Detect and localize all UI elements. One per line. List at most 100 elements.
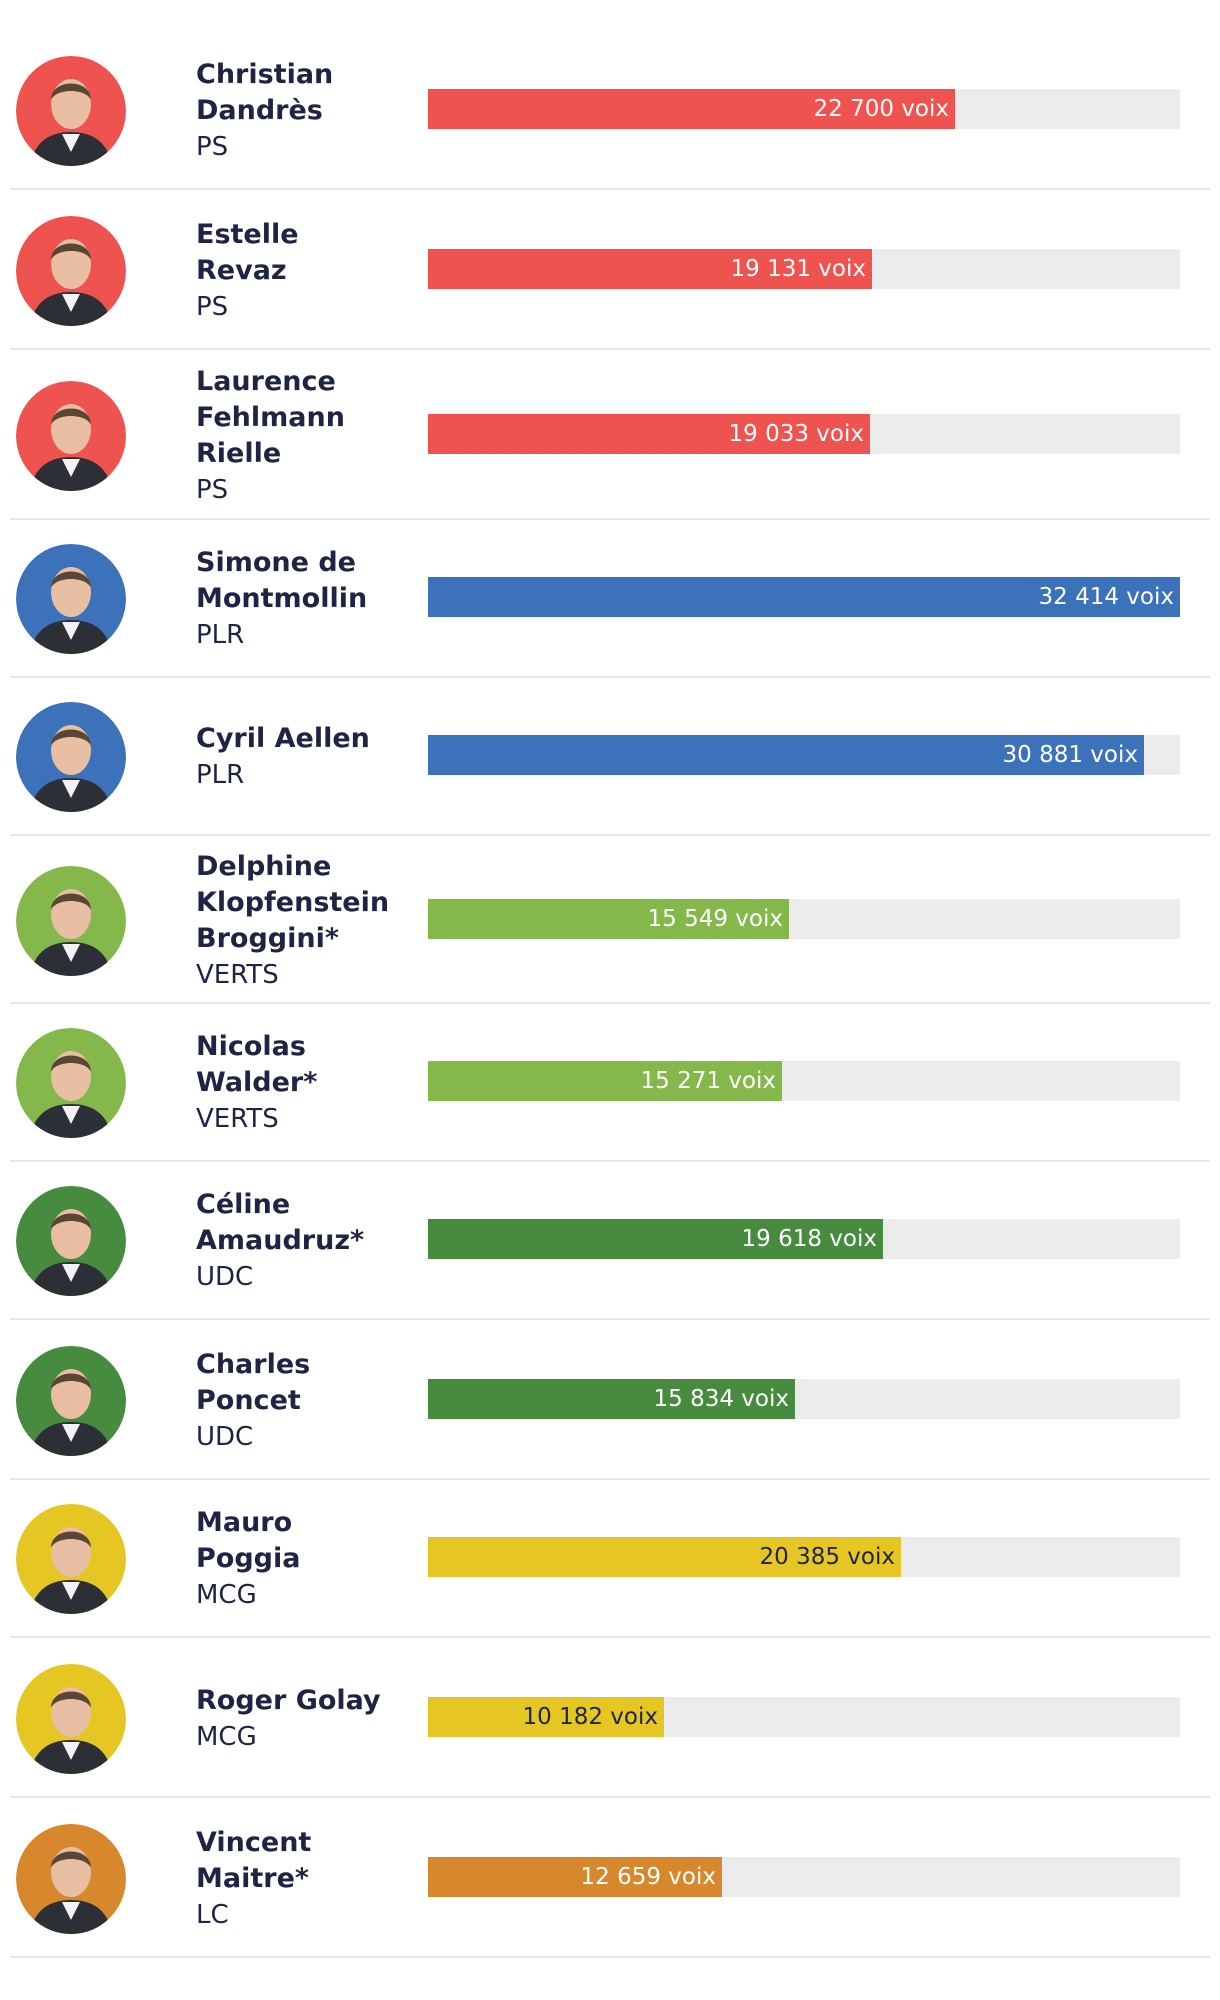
bar-track: 15 271 voix — [428, 1061, 1180, 1101]
candidate-name: Klopfenstein — [196, 887, 390, 918]
candidate-party: MCG — [196, 1580, 257, 1610]
vote-label: 15 271 voix — [640, 1068, 776, 1094]
candidate-row: Céline Amaudruz* UDC 19 618 voix — [10, 1170, 1210, 1320]
candidate-row: Charles Poncet UDC 15 834 voix — [10, 1330, 1210, 1480]
candidate-row: Laurence Fehlmann Rielle PS 19 033 voix — [10, 360, 1210, 520]
candidate-name: Revaz — [196, 255, 287, 286]
candidate-name: Poggia — [196, 1543, 301, 1574]
candidate-avatar — [16, 1664, 126, 1774]
portrait-icon — [16, 1186, 126, 1296]
candidate-name: Amaudruz* — [196, 1225, 365, 1256]
candidate-party: VERTS — [196, 1104, 279, 1134]
candidate-party: LC — [196, 1900, 229, 1930]
candidate-row: Nicolas Walder* VERTS 15 271 voix — [10, 1012, 1210, 1162]
candidate-avatar — [16, 702, 126, 812]
candidate-avatar — [16, 1824, 126, 1934]
candidate-name: Estelle — [196, 219, 299, 250]
portrait-icon — [16, 1504, 126, 1614]
candidate-name: Broggini* — [196, 923, 339, 954]
portrait-icon — [16, 1664, 126, 1774]
vote-bar: 32 414 voix — [428, 577, 1180, 617]
candidate-party: PLR — [196, 620, 245, 650]
vote-label: 22 700 voix — [813, 96, 949, 122]
candidate-avatar — [16, 381, 126, 491]
portrait-icon — [16, 216, 126, 326]
candidate-name: Nicolas — [196, 1031, 306, 1062]
vote-label: 12 659 voix — [580, 1864, 716, 1890]
candidate-info: Laurence Fehlmann Rielle PS — [196, 364, 426, 508]
candidate-party: PLR — [196, 760, 245, 790]
candidate-name: Charles — [196, 1349, 311, 1380]
candidate-name: Christian — [196, 59, 334, 90]
candidate-row: Christian Dandrès PS 22 700 voix — [10, 40, 1210, 190]
bar-track: 19 131 voix — [428, 249, 1180, 289]
candidate-party: PS — [196, 475, 229, 505]
portrait-icon — [16, 381, 126, 491]
vote-bar: 22 700 voix — [428, 89, 955, 129]
candidate-row: Vincent Maitre* LC 12 659 voix — [10, 1808, 1210, 1958]
vote-bar: 19 131 voix — [428, 249, 872, 289]
candidate-info: Roger Golay MCG — [196, 1683, 426, 1755]
candidate-row: Roger Golay MCG 10 182 voix — [10, 1648, 1210, 1798]
candidate-avatar — [16, 544, 126, 654]
vote-label: 10 182 voix — [522, 1704, 658, 1730]
candidate-row: Cyril Aellen PLR 30 881 voix — [10, 686, 1210, 836]
candidate-party: PS — [196, 132, 229, 162]
candidate-name: Roger Golay — [196, 1685, 381, 1716]
vote-bar: 10 182 voix — [428, 1697, 664, 1737]
vote-bar: 19 033 voix — [428, 414, 870, 454]
candidate-info: Christian Dandrès PS — [196, 57, 426, 165]
vote-label: 30 881 voix — [1002, 742, 1138, 768]
candidate-name: Dandrès — [196, 95, 323, 126]
candidate-avatar — [16, 1028, 126, 1138]
candidate-avatar — [16, 1186, 126, 1296]
candidate-row: Estelle Revaz PS 19 131 voix — [10, 200, 1210, 350]
portrait-icon — [16, 56, 126, 166]
candidate-name: Laurence — [196, 366, 336, 397]
candidate-row: Mauro Poggia MCG 20 385 voix — [10, 1488, 1210, 1638]
candidate-row: Delphine Klopfenstein Broggini* VERTS 15 549… — [10, 846, 1210, 1004]
candidate-info: Simone de Montmollin PLR — [196, 545, 426, 653]
portrait-icon — [16, 1346, 126, 1456]
portrait-icon — [16, 866, 126, 976]
vote-bar: 19 618 voix — [428, 1219, 883, 1259]
bar-track: 20 385 voix — [428, 1537, 1180, 1577]
bar-track: 10 182 voix — [428, 1697, 1180, 1737]
candidate-info: Charles Poncet UDC — [196, 1347, 426, 1455]
candidate-name: Mauro — [196, 1507, 293, 1538]
vote-label: 15 834 voix — [653, 1386, 789, 1412]
vote-label: 19 131 voix — [730, 256, 866, 282]
bar-track: 12 659 voix — [428, 1857, 1180, 1897]
candidate-avatar — [16, 866, 126, 976]
portrait-icon — [16, 1028, 126, 1138]
candidate-party: UDC — [196, 1262, 254, 1292]
portrait-icon — [16, 702, 126, 812]
candidate-info: Vincent Maitre* LC — [196, 1825, 426, 1933]
vote-bar: 30 881 voix — [428, 735, 1144, 775]
candidate-info: Estelle Revaz PS — [196, 217, 426, 325]
candidate-name: Fehlmann — [196, 402, 345, 433]
candidate-name: Céline — [196, 1189, 291, 1220]
candidate-name: Maitre* — [196, 1863, 309, 1894]
candidate-party: VERTS — [196, 960, 279, 990]
candidate-info: Delphine Klopfenstein Broggini* VERTS — [196, 849, 426, 993]
candidate-name: Vincent — [196, 1827, 312, 1858]
candidate-info: Mauro Poggia MCG — [196, 1505, 426, 1613]
vote-bar: 12 659 voix — [428, 1857, 722, 1897]
bar-track: 32 414 voix — [428, 577, 1180, 617]
vote-bar: 15 271 voix — [428, 1061, 782, 1101]
vote-label: 19 618 voix — [741, 1226, 877, 1252]
candidate-row: Simone de Montmollin PLR 32 414 voix — [10, 528, 1210, 678]
bar-track: 19 618 voix — [428, 1219, 1180, 1259]
candidate-name: Poncet — [196, 1385, 301, 1416]
portrait-icon — [16, 544, 126, 654]
candidate-avatar — [16, 216, 126, 326]
bar-track: 22 700 voix — [428, 89, 1180, 129]
vote-label: 19 033 voix — [728, 421, 864, 447]
vote-bar: 20 385 voix — [428, 1537, 901, 1577]
candidate-info: Cyril Aellen PLR — [196, 721, 426, 793]
candidate-avatar — [16, 56, 126, 166]
candidate-party: UDC — [196, 1422, 254, 1452]
vote-bar: 15 549 voix — [428, 899, 789, 939]
